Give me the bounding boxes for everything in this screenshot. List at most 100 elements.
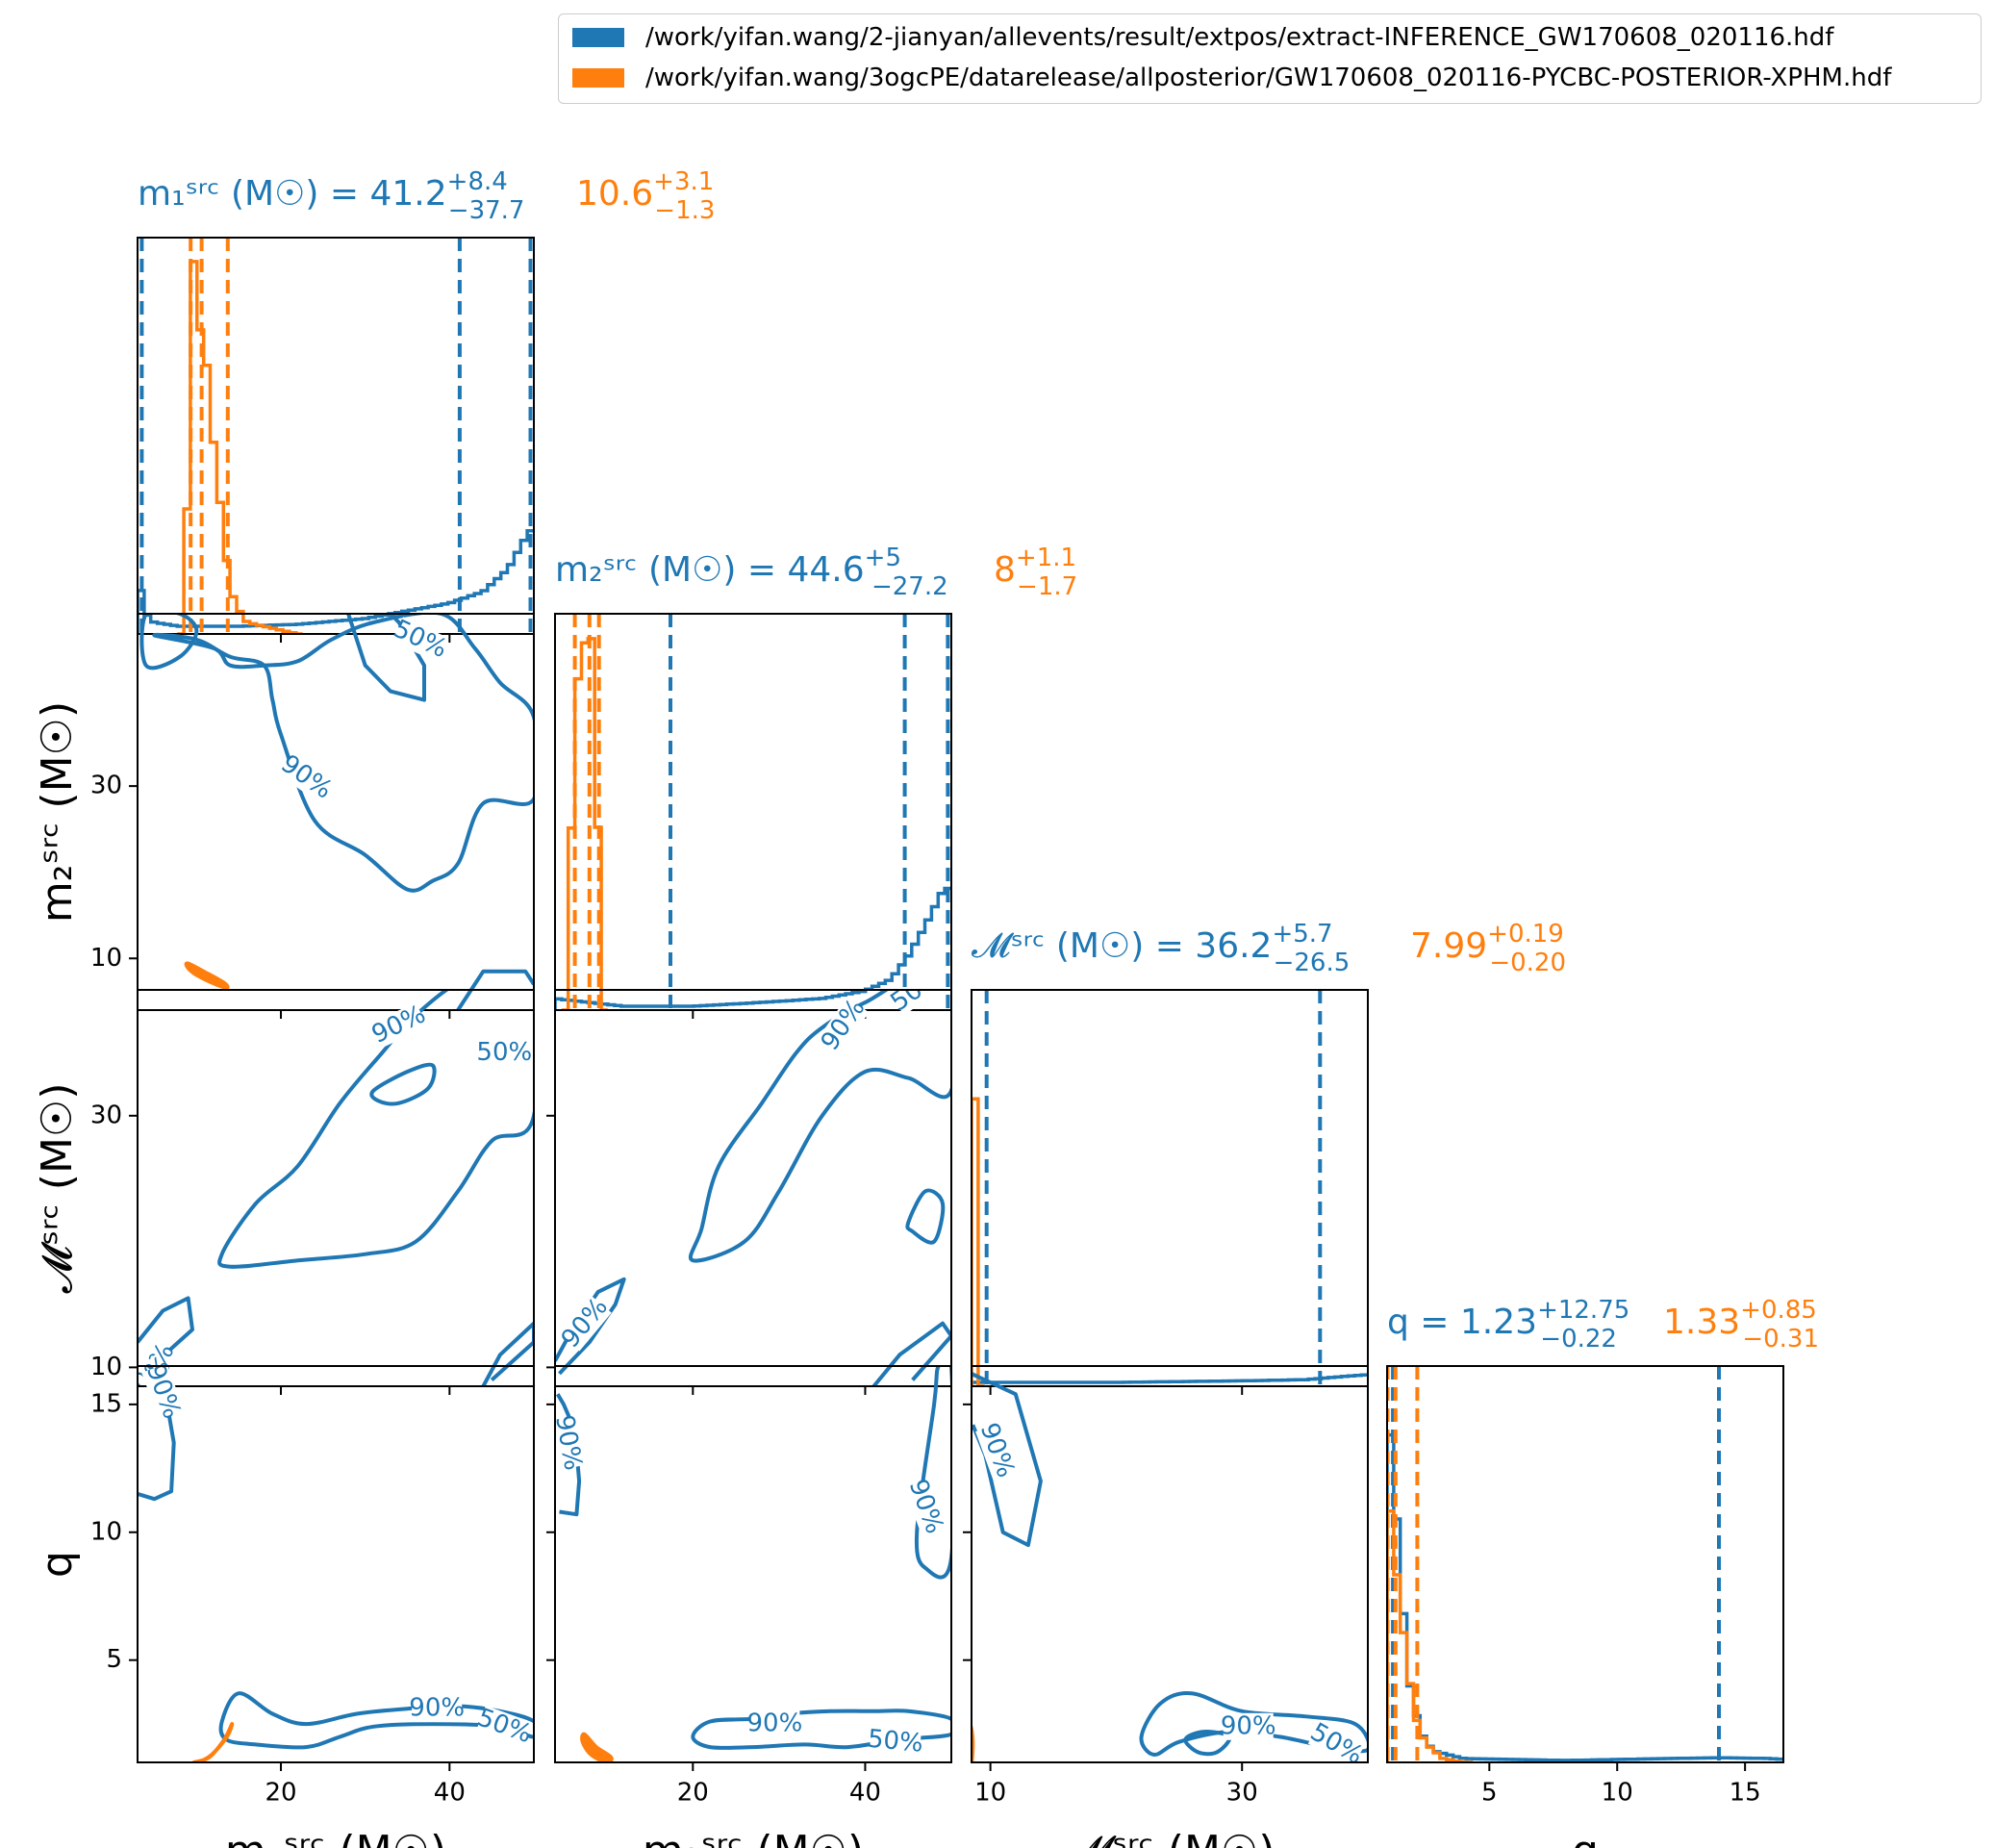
panel-frame: [554, 1365, 952, 1763]
marginal-title-orange-m2: 8+1.1 −1.7: [994, 544, 1077, 601]
panel-frame: [971, 1365, 1369, 1763]
contour-label-bg: [869, 1726, 922, 1758]
contour-label-bg: [479, 1039, 530, 1067]
contour-fill-orange: [203, 1385, 222, 1386]
y-tick-label: 10: [90, 1517, 122, 1546]
y-tick-label: 10: [90, 1353, 122, 1381]
histogram-m2: [555, 614, 951, 1010]
marginal-titles: m₁ˢʳᶜ (M☉) = 41.2+8.4 −37.7 10.6+3.1 −1.3 m₂…: [138, 167, 1819, 1354]
contour-line-blue: [688, 990, 951, 1263]
y-tick-label: 5: [106, 1645, 122, 1674]
histogram-step-blue: [555, 886, 951, 1010]
contour-label: 90%: [275, 749, 338, 805]
x-tick-label: 30: [1226, 1779, 1258, 1808]
y-axis-label: 𝓜ˢʳᶜ (M☉): [33, 1082, 82, 1293]
y-tick-label: 30: [90, 772, 122, 800]
marginal-title-mc: 𝓜ˢʳᶜ (M☉) = 36.2+5.7 −26.5: [972, 920, 1350, 977]
marginal-title-m1: m₁ˢʳᶜ (M☉) = 41.2+8.4 −37.7: [138, 167, 524, 225]
x-tick-label: 40: [434, 1779, 466, 1808]
contour-label-bg: [904, 1478, 947, 1535]
panel-frame: [971, 989, 1369, 1387]
y-tick-label: 15: [90, 1389, 122, 1418]
legend-swatch-orange: [572, 68, 624, 88]
panels: 50%90%90%50%50%90%90%50%90%90%50%90%90%5…: [129, 237, 1784, 1771]
contour-line-blue: [914, 1366, 951, 1580]
contour-line-blue: [481, 1321, 534, 1386]
contour-mc-q: 90% 50%90%: [972, 1372, 1368, 1762]
title-prefix: m₂ˢʳᶜ (M☉) = 44.6: [555, 550, 865, 590]
y-axis-label: q: [33, 1551, 82, 1578]
title-median-orange: 1.33: [1663, 1303, 1740, 1342]
contour-label-bg: [412, 1695, 463, 1723]
contour-fill-orange: [184, 961, 230, 990]
contour-label-bg: [888, 990, 946, 1016]
contour-line-blue: [138, 1366, 176, 1502]
legend: /work/yifan.wang/2-jianyan/allevents/res…: [558, 13, 1982, 104]
legend-label-orange: /work/yifan.wang/3ogcPE/datarelease/allp…: [645, 63, 1892, 92]
legend-entry-blue: /work/yifan.wang/2-jianyan/allevents/res…: [572, 20, 1833, 55]
contour-label-bg: [1223, 1712, 1274, 1740]
x-axis-label: q: [1572, 1827, 1599, 1848]
x-tick-label: 20: [677, 1779, 709, 1808]
contour-fill-orange: [580, 1732, 614, 1762]
title-plus-orange: +0.19: [1487, 920, 1564, 949]
contour-label-bg: [277, 751, 335, 803]
contour-line-blue: [871, 1321, 951, 1386]
title-median-orange: 8: [994, 550, 1016, 590]
contour-label-bg: [749, 1710, 800, 1738]
legend-swatch-blue: [572, 28, 624, 47]
x-tick-label: 10: [974, 1779, 1006, 1808]
contour-m1-mc: 90%50%50%90%: [138, 990, 534, 1386]
contour-label: 90%: [140, 1360, 187, 1423]
y-tick-label: 30: [90, 1101, 122, 1129]
marginal-title-orange-mc: 7.99+0.19 −0.20: [1410, 920, 1566, 977]
panel-frame: [137, 237, 535, 635]
contour-label-bg: [555, 1415, 586, 1470]
y-tick-label: 10: [90, 944, 122, 973]
histogram-step-orange: [1387, 1509, 1474, 1762]
title-prefix: 𝓜ˢʳᶜ (M☉) = 36.2: [972, 926, 1272, 966]
title-median-orange: 7.99: [1410, 926, 1487, 966]
contour-m1-q: 90% 50% 90%: [138, 1360, 534, 1762]
marginal-title-orange-q: 1.33+0.85 −0.31: [1663, 1296, 1819, 1354]
histogram-step-blue: [138, 528, 534, 634]
title-plus-orange: +0.85: [1740, 1296, 1817, 1325]
panel-frame: [1386, 1365, 1784, 1763]
contour-line-blue: [1139, 1690, 1368, 1757]
histogram-mc: [972, 990, 1368, 1386]
histogram-step-orange: [177, 260, 303, 634]
title-minus: −0.22: [1540, 1325, 1617, 1354]
x-tick-label: 15: [1730, 1779, 1761, 1808]
x-tick-label: 40: [849, 1779, 881, 1808]
legend-entry-orange: /work/yifan.wang/3ogcPE/datarelease/allp…: [572, 61, 1891, 95]
title-minus-orange: −1.3: [654, 196, 715, 225]
x-axis-label: m₁ˢʳᶜ (M☉): [225, 1827, 446, 1848]
marginal-title-orange-m1: 10.6+3.1 −1.3: [576, 167, 715, 225]
contour-label: 90%: [409, 1694, 465, 1723]
contour-line-blue: [369, 1062, 437, 1106]
contour-label: 90%: [1221, 1711, 1276, 1740]
contour-m2-mc: 90%50%90%: [555, 990, 951, 1386]
contour-label-bg: [818, 997, 870, 1053]
contour-label: 90%: [746, 1709, 802, 1738]
title-minus-orange: −1.7: [1017, 572, 1077, 601]
x-tick-label: 5: [1481, 1779, 1498, 1808]
contour-label: 90%: [367, 1000, 430, 1050]
panel-frame: [554, 613, 952, 1011]
contour-label: 50%: [867, 1725, 924, 1759]
histogram-m1: [138, 238, 534, 634]
histogram-step-orange: [972, 1097, 985, 1386]
title-prefix: q = 1.23: [1387, 1303, 1537, 1342]
marginal-title-q: q = 1.23+12.75 −0.22: [1387, 1296, 1629, 1354]
panel-frame: [554, 989, 952, 1387]
legend-label-blue: /work/yifan.wang/2-jianyan/allevents/res…: [645, 23, 1834, 52]
contour-m1-m2: 50%90%: [139, 614, 534, 1010]
contour-label-bg: [391, 617, 449, 663]
x-tick-label: 20: [265, 1779, 296, 1808]
title-plus: +12.75: [1537, 1296, 1629, 1325]
histogram-step-blue: [1387, 1432, 1783, 1762]
contour-label-bg: [476, 1705, 533, 1748]
contour-label-bg: [558, 1295, 612, 1352]
contour-line-blue: [346, 614, 426, 702]
